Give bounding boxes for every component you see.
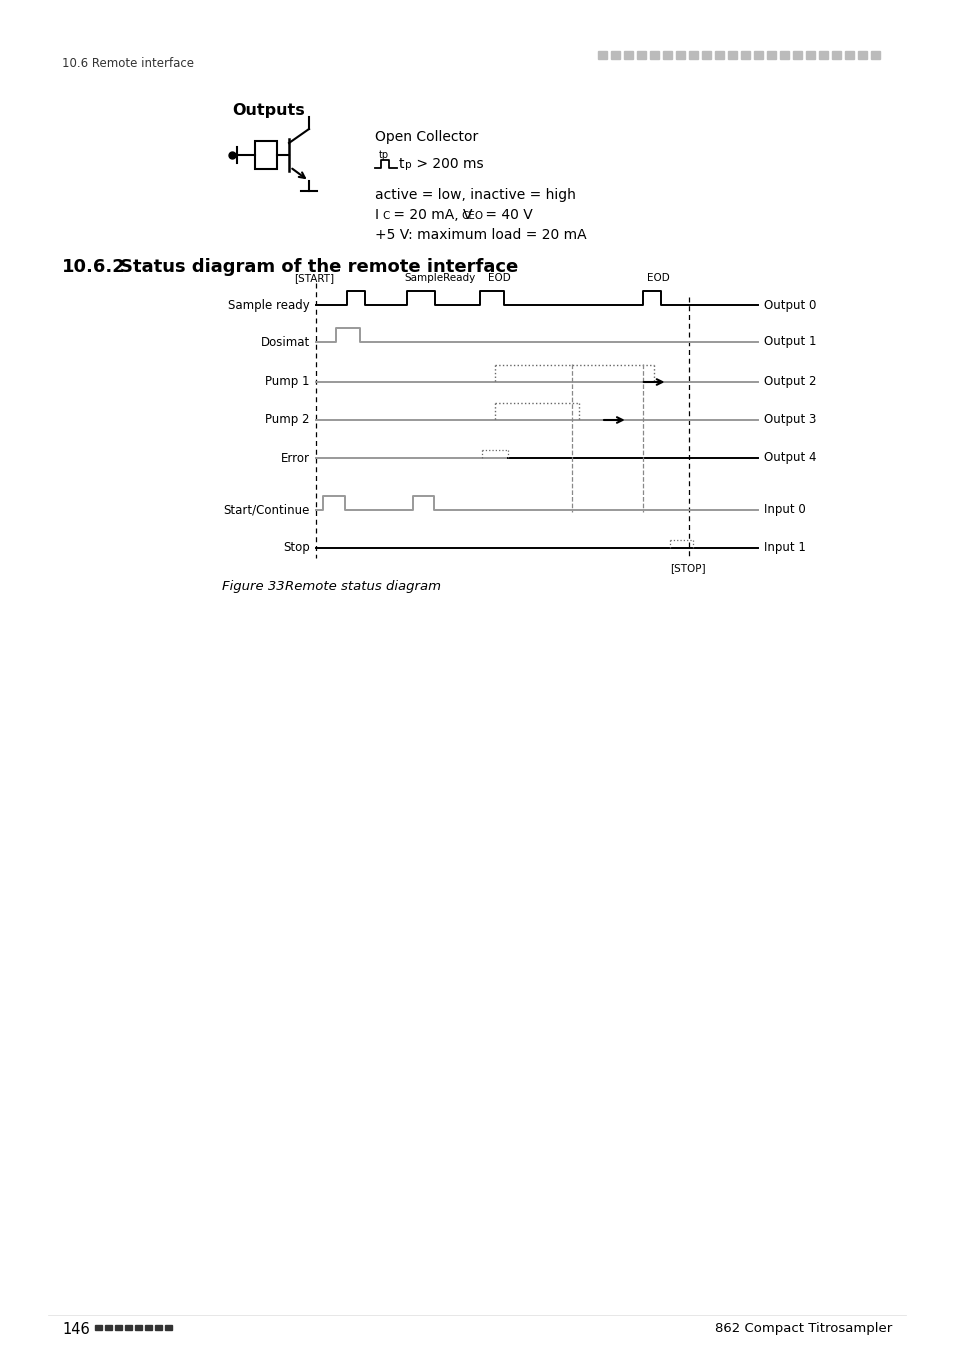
Text: Figure 33: Figure 33 [222,580,284,593]
Bar [95,1324,102,1330]
Bar [254,140,276,169]
Bar [115,1324,122,1330]
Bar [727,51,737,59]
Text: Output 3: Output 3 [763,413,816,427]
Text: Pump 1: Pump 1 [265,375,310,389]
Bar [610,51,619,59]
Bar [753,51,762,59]
Bar [805,51,814,59]
Text: 10.6.2: 10.6.2 [62,258,126,275]
Bar [623,51,633,59]
Text: active = low, inactive = high: active = low, inactive = high [375,188,576,202]
Text: Status diagram of the remote interface: Status diagram of the remote interface [120,258,517,275]
Text: CEO: CEO [460,211,482,221]
Text: [STOP]: [STOP] [669,563,704,572]
Text: Output 4: Output 4 [763,451,816,464]
Bar [105,1324,112,1330]
Text: Pump 2: Pump 2 [265,413,310,427]
Text: 10.6 Remote interface: 10.6 Remote interface [62,57,193,70]
Bar [125,1324,132,1330]
Bar [701,51,710,59]
Text: Start/Continue: Start/Continue [223,504,310,517]
Text: EOD: EOD [647,273,669,284]
Text: Dosimat: Dosimat [260,336,310,348]
Bar [688,51,698,59]
Text: Open Collector: Open Collector [375,130,477,144]
Bar [740,51,749,59]
Bar [676,51,684,59]
Text: Output 1: Output 1 [763,336,816,348]
Text: +5 V: maximum load = 20 mA: +5 V: maximum load = 20 mA [375,228,586,242]
Bar [780,51,788,59]
Bar [165,1324,172,1330]
Text: tp: tp [378,150,389,161]
Text: 862 Compact Titrosampler: 862 Compact Titrosampler [714,1322,891,1335]
Text: Remote status diagram: Remote status diagram [268,580,440,593]
Bar [818,51,827,59]
Text: Error: Error [281,451,310,464]
Text: Output 0: Output 0 [763,298,816,312]
Bar [154,1324,162,1330]
Bar [831,51,841,59]
Bar [714,51,723,59]
Text: = 40 V: = 40 V [480,208,532,221]
Text: EOD: EOD [488,273,511,284]
Bar [857,51,866,59]
Text: = 20 mA, V: = 20 mA, V [389,208,472,221]
Text: Sample ready: Sample ready [228,298,310,312]
Text: I: I [375,208,378,221]
Bar [844,51,853,59]
Text: Output 2: Output 2 [763,375,816,389]
Text: SampleReady: SampleReady [404,273,475,284]
Text: p: p [405,161,411,170]
Bar [792,51,801,59]
Bar [649,51,659,59]
Text: Input 1: Input 1 [763,541,805,555]
Text: > 200 ms: > 200 ms [412,157,483,171]
Bar [662,51,671,59]
Text: Outputs: Outputs [232,103,304,117]
Text: [START]: [START] [294,273,334,284]
Text: C: C [381,211,389,221]
Bar [135,1324,142,1330]
Text: t: t [398,157,404,171]
Bar [598,51,606,59]
Text: 146: 146 [62,1322,90,1336]
Bar [637,51,645,59]
Bar [870,51,879,59]
Text: Input 0: Input 0 [763,504,805,517]
Bar [145,1324,152,1330]
Text: Stop: Stop [283,541,310,555]
Bar [766,51,775,59]
